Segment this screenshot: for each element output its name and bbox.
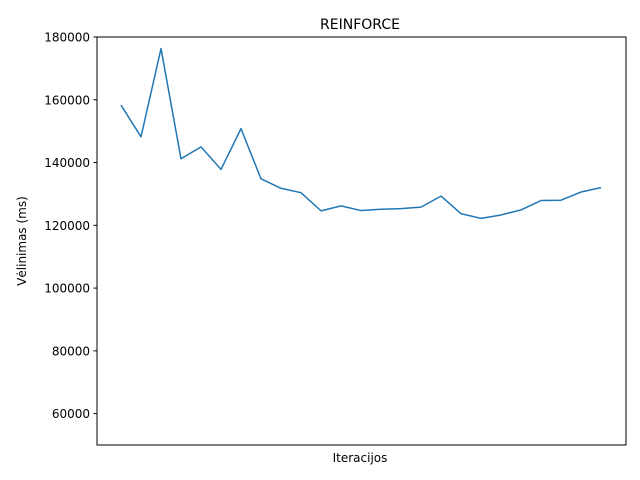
y-axis-label: Vėlinimas (ms) [15,196,29,286]
y-axis-ticks: 60000 80000 100000 120000 140000 160000 180000 [44,31,97,421]
y-tick-label: 180000 [44,31,90,45]
y-tick-label: 120000 [44,219,90,233]
series-line [120,47,602,220]
chart-title: REINFORCE [320,17,400,33]
y-tick-label: 160000 [44,93,90,107]
y-tick-label: 80000 [52,344,90,358]
x-axis-label: Iteracijos [333,451,388,465]
y-tick-label: 60000 [52,407,90,421]
y-tick-label: 140000 [44,156,90,170]
y-tick-label: 100000 [44,282,90,296]
axes-frame [96,36,627,446]
